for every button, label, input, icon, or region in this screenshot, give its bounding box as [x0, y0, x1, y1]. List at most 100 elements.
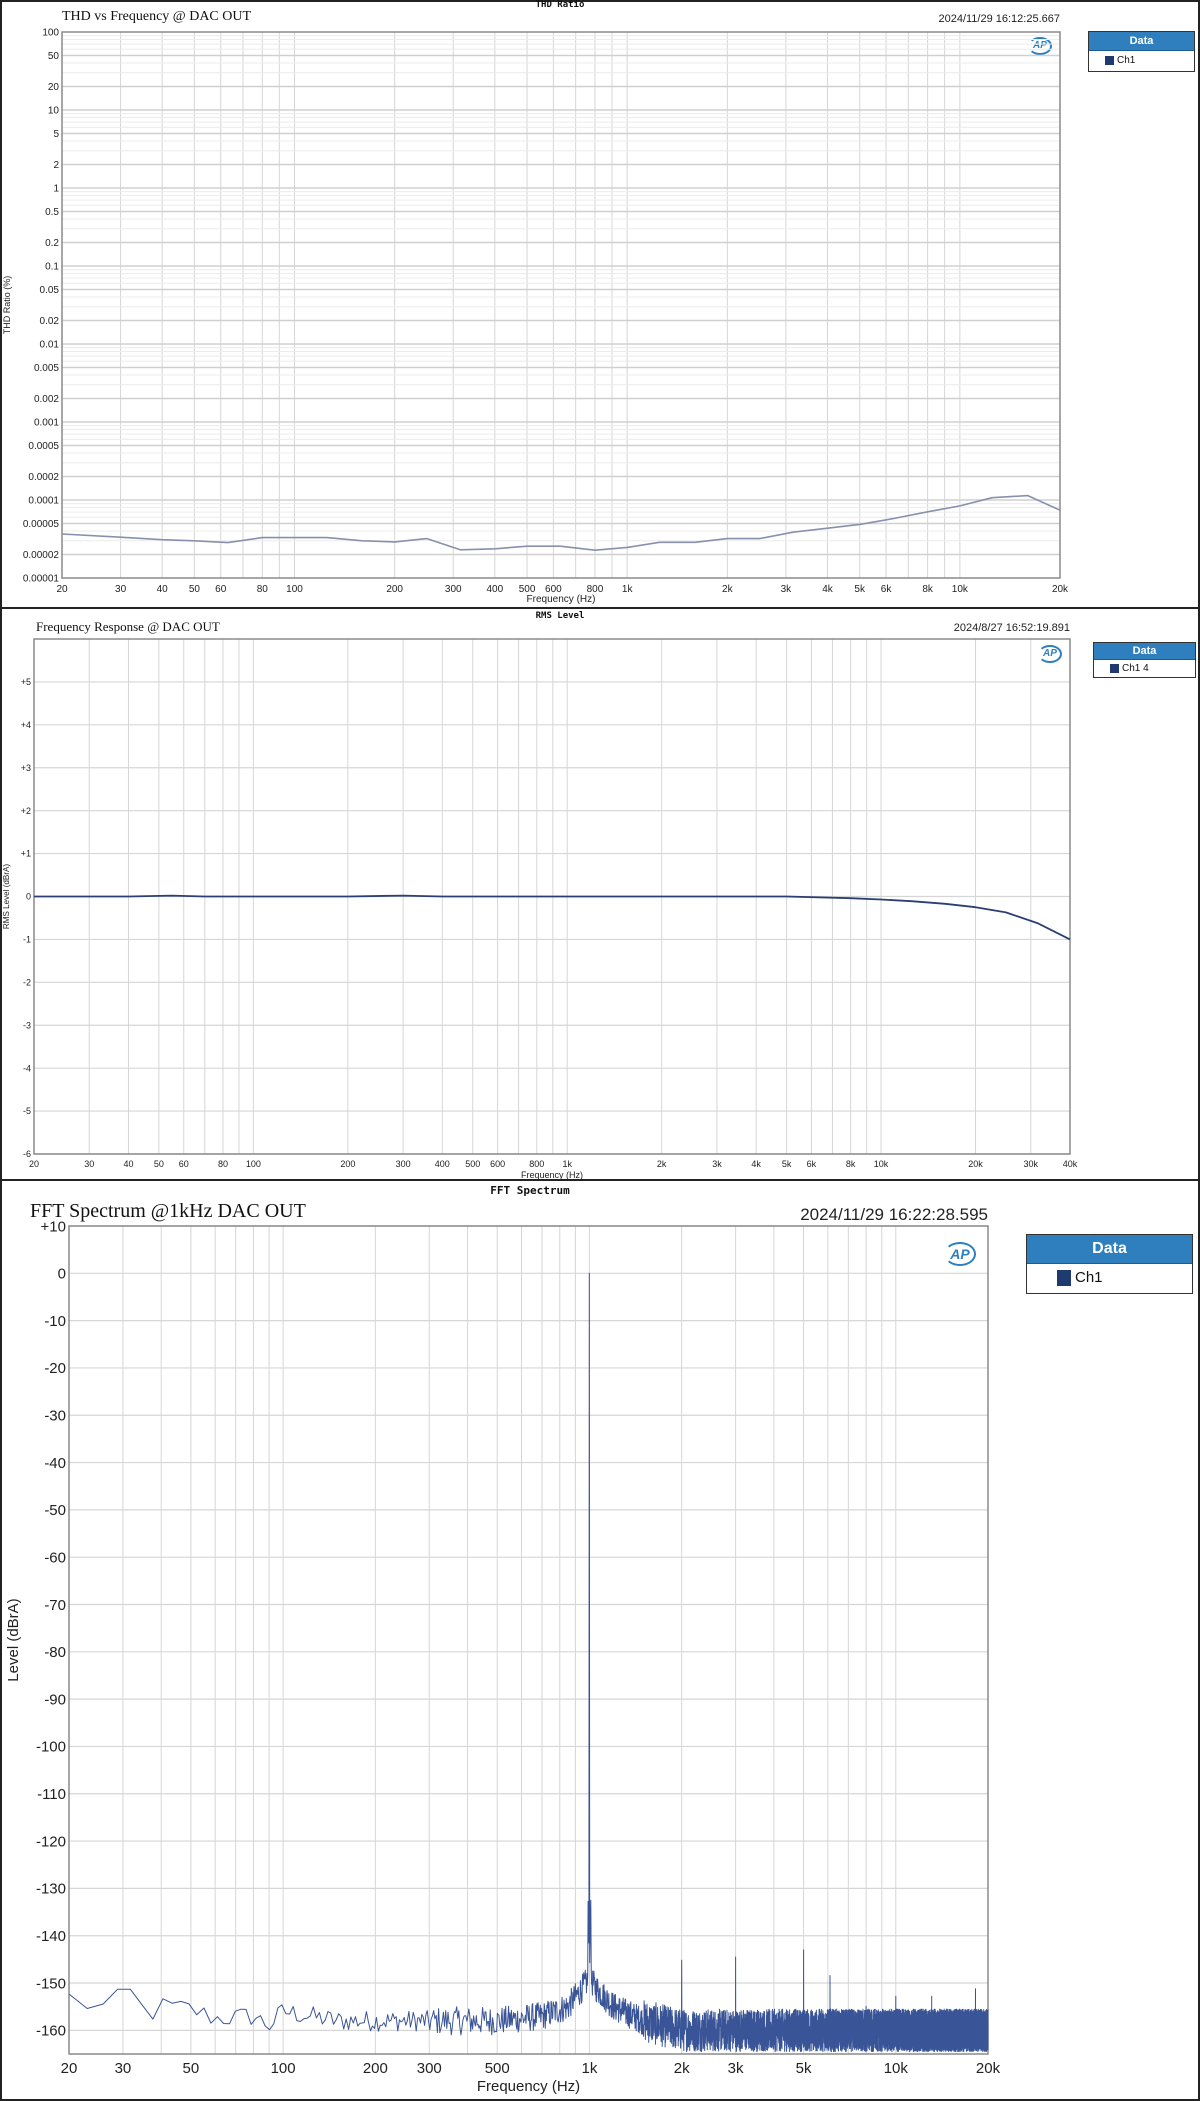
x-tick-label: 100 [246, 1159, 261, 1169]
x-tick-label: 400 [486, 584, 503, 595]
x-tick-label: 40k [1063, 1159, 1078, 1169]
legend-entry-ch1[interactable]: Ch1 [1089, 51, 1194, 66]
y-tick-label: 0.1 [45, 262, 59, 273]
y-tick-label: +3 [21, 763, 31, 773]
x-tick-label: 20k [976, 2060, 1001, 2077]
y-tick-label: 100 [42, 28, 59, 39]
ap-logo-icon: AP [1028, 37, 1052, 55]
thd-chart-title: THD vs Frequency @ DAC OUT [62, 9, 252, 24]
y-tick-label: 0.02 [40, 316, 60, 327]
series-line-ch1 [61, 494, 1061, 552]
legend-header: Data [1089, 32, 1194, 51]
thd-panel-label: THD Ratio [535, 0, 585, 10]
y-tick-label: -110 [37, 1786, 66, 1803]
legend-swatch [1057, 1269, 1071, 1286]
x-tick-label: 500 [485, 2060, 510, 2077]
y-tick-label: 2 [53, 160, 59, 171]
x-tick-label: 5k [782, 1159, 792, 1169]
x-tick-label: 50 [189, 584, 201, 595]
y-tick-label: -3 [23, 1020, 31, 1030]
legend-entry-ch1[interactable]: Ch1 4 [1094, 660, 1195, 674]
x-tick-label: 20 [56, 584, 68, 595]
x-tick-label: 600 [545, 584, 562, 595]
y-tick-label: 0.0005 [28, 441, 59, 452]
x-tick-label: 600 [490, 1159, 505, 1169]
y-tick-label: 0.00001 [23, 574, 60, 585]
x-tick-label: 10k [874, 1159, 889, 1169]
x-tick-label: 20 [61, 2060, 78, 2077]
x-tick-label: 200 [340, 1159, 355, 1169]
x-tick-label: 40 [123, 1159, 133, 1169]
legend-entry-ch1[interactable]: Ch1 [1027, 1264, 1192, 1286]
y-tick-label: 20 [48, 82, 60, 93]
fft-timestamp: 2024/11/29 16:22:28.595 [800, 1205, 988, 1224]
x-tick-label: 500 [465, 1159, 480, 1169]
y-axis-label: RMS Level (dBrA) [2, 864, 11, 930]
chart-1: 20 30 40 50 60 80 100 200 300 400 500 600 800 1k 2k 3k 4… [2, 638, 1078, 1180]
x-tick-label: 40 [157, 584, 169, 595]
plot-frame [61, 31, 1061, 579]
thd-legend: Data Ch1 [1088, 31, 1195, 72]
x-tick-label: 6k [881, 584, 893, 595]
y-tick-label: 0.05 [40, 285, 60, 296]
y-tick-label: 1 [53, 184, 59, 195]
legend-entry-label: Ch1 [1117, 55, 1136, 66]
y-tick-label: 50 [48, 51, 60, 62]
y-tick-label: 0.005 [34, 363, 59, 374]
x-tick-label: 300 [417, 2060, 442, 2077]
y-tick-label: 0.2 [45, 238, 59, 249]
ap-logo-icon: AP [1038, 645, 1062, 663]
y-tick-label: 0.5 [45, 207, 59, 218]
y-tick-label: 0 [26, 892, 31, 902]
fft-chart-title: FFT Spectrum @1kHz DAC OUT [30, 1200, 306, 1222]
y-tick-label: -150 [36, 1975, 66, 1992]
y-tick-label: -6 [23, 1149, 31, 1159]
x-tick-label: 30 [84, 1159, 94, 1169]
y-tick-label: -90 [44, 1691, 66, 1708]
x-tick-label: 200 [363, 2060, 388, 2077]
x-tick-label: 500 [519, 584, 536, 595]
legend-entry-label: Ch1 4 [1122, 663, 1149, 674]
x-tick-label: 1k [622, 584, 634, 595]
y-tick-label: -130 [36, 1881, 66, 1898]
y-tick-label: 10 [48, 106, 60, 117]
x-tick-label: 80 [218, 1159, 228, 1169]
x-tick-label: 3k [728, 2060, 744, 2077]
x-tick-label: 30 [115, 2060, 132, 2077]
x-tick-label: 1k [582, 2060, 598, 2077]
y-tick-label: -40 [44, 1455, 66, 1472]
x-tick-label: 5k [796, 2060, 812, 2077]
y-tick-label: 0.01 [40, 340, 60, 351]
x-tick-label: 50 [154, 1159, 164, 1169]
x-tick-label: 10k [884, 2060, 909, 2077]
y-tick-label: +1 [21, 849, 31, 859]
x-tick-label: 6k [807, 1159, 817, 1169]
x-tick-label: 60 [215, 584, 227, 595]
x-tick-label: 50 [183, 2060, 200, 2077]
fr-timestamp: 2024/8/27 16:52:19.891 [953, 622, 1070, 634]
x-tick-label: 800 [587, 584, 604, 595]
y-tick-label: 0.0002 [28, 472, 59, 483]
y-tick-label: +10 [41, 1218, 66, 1235]
x-tick-label: 400 [435, 1159, 450, 1169]
x-tick-label: 20k [1052, 584, 1069, 595]
fr-chart-title: Frequency Response @ DAC OUT [36, 619, 220, 634]
x-tick-label: 2k [722, 584, 734, 595]
x-tick-label: 1k [562, 1159, 572, 1169]
x-tick-label: 30k [1024, 1159, 1039, 1169]
x-tick-label: 5k [854, 584, 866, 595]
x-tick-label: 100 [271, 2060, 296, 2077]
y-tick-label: 5 [53, 129, 59, 140]
y-tick-label: -50 [44, 1502, 66, 1519]
y-axis-label: THD Ratio (%) [2, 276, 12, 335]
x-tick-label: 4k [822, 584, 834, 595]
legend-header: Data [1027, 1235, 1192, 1264]
y-tick-label: -10 [44, 1313, 66, 1330]
y-tick-label: 0 [58, 1266, 66, 1283]
x-tick-label: 2k [657, 1159, 667, 1169]
fft-panel [0, 1179, 1200, 2101]
x-tick-label: 4k [751, 1159, 761, 1169]
x-tick-label: 800 [529, 1159, 544, 1169]
x-tick-label: 300 [396, 1159, 411, 1169]
x-axis-label: Frequency (Hz) [521, 1170, 583, 1180]
